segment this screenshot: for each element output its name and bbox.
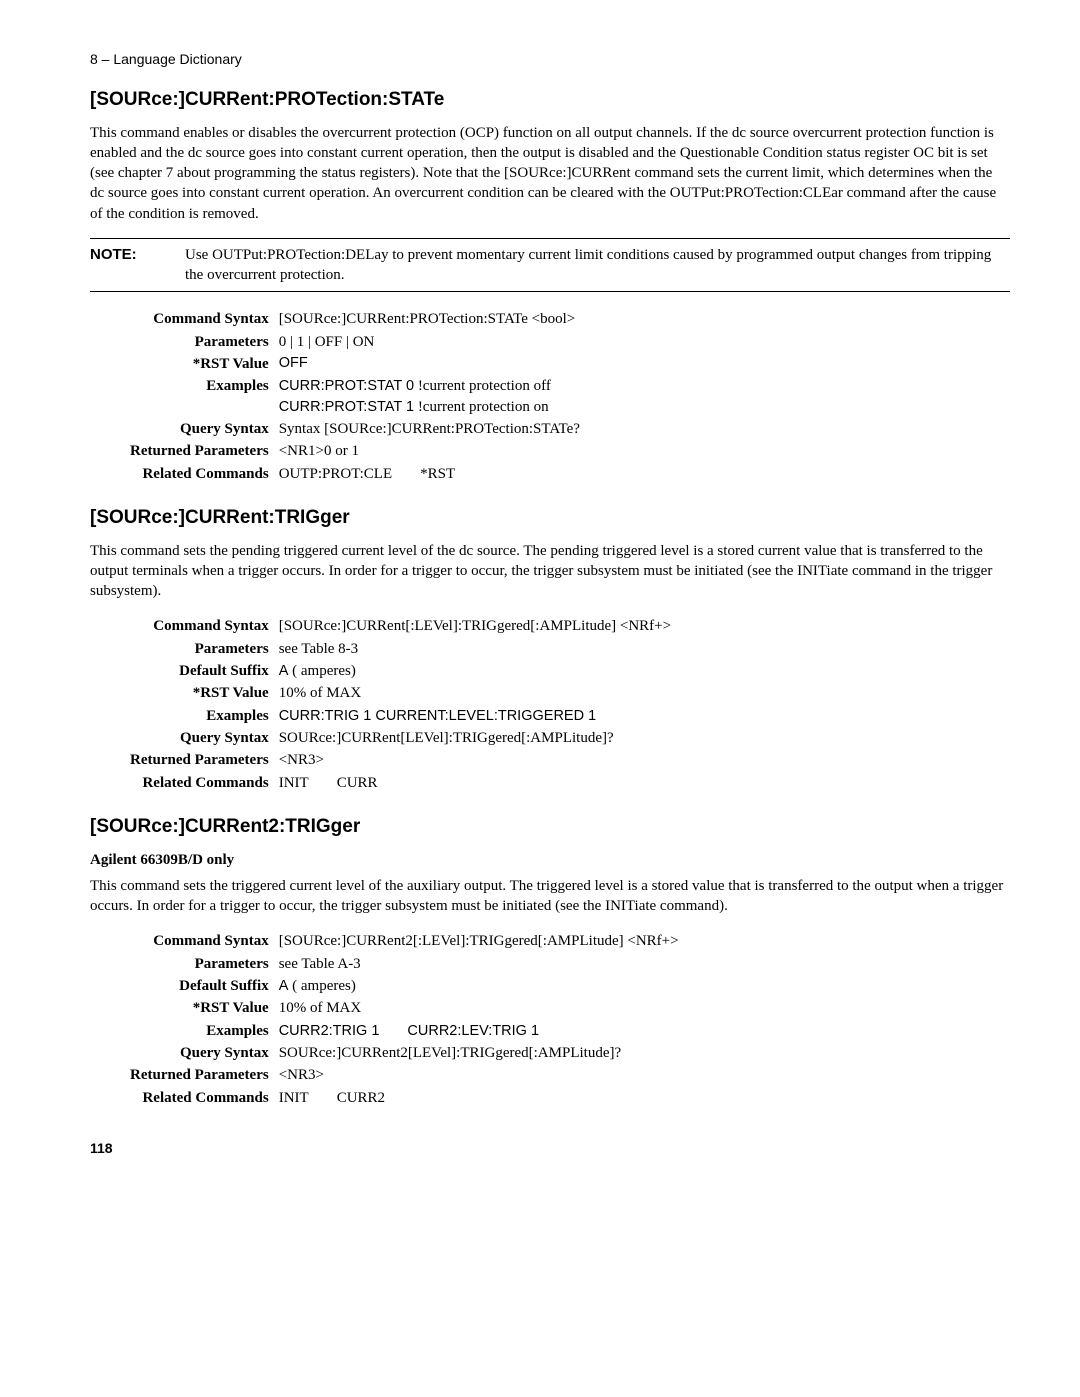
table-row: Command Syntax[SOURce:]CURRent[:LEVel]:T… (130, 615, 671, 637)
table-row: Related CommandsOUTP:PROT:CLE*RST (130, 463, 580, 485)
body-paragraph: This command sets the triggered current … (90, 876, 1010, 917)
row-value: 10% of MAX (279, 682, 671, 704)
row-value: CURR:PROT:STAT 0 !current protection off… (279, 375, 580, 418)
parameter-table: Command Syntax[SOURce:]CURRent[:LEVel]:T… (130, 615, 671, 794)
row-label: Returned Parameters (130, 440, 279, 462)
row-value: A ( amperes) (279, 660, 671, 683)
row-label: Returned Parameters (130, 1064, 279, 1086)
row-label: Parameters (130, 331, 279, 353)
row-value: <NR1>0 or 1 (279, 440, 580, 462)
table-row: Related CommandsINITCURR (130, 772, 671, 794)
table-row: *RST Value10% of MAX (130, 997, 679, 1019)
table-row: *RST ValueOFF (130, 353, 580, 375)
row-label: *RST Value (130, 353, 279, 375)
page-number: 118 (90, 1139, 1010, 1158)
table-row: Command Syntax[SOURce:]CURRent:PROTectio… (130, 308, 580, 330)
table-row: ExamplesCURR:PROT:STAT 0 !current protec… (130, 375, 580, 418)
row-label: Command Syntax (130, 308, 279, 330)
parameter-table: Command Syntax[SOURce:]CURRent2[:LEVel]:… (130, 930, 679, 1109)
row-value: <NR3> (279, 749, 671, 771)
row-value: OFF (279, 353, 580, 375)
row-label: *RST Value (130, 682, 279, 704)
row-value: SOURce:]CURRent[LEVel]:TRIGgered[:AMPLit… (279, 727, 671, 749)
row-label: Default Suffix (130, 975, 279, 998)
row-label: Query Syntax (130, 418, 279, 440)
row-label: Query Syntax (130, 727, 279, 749)
table-row: Query SyntaxSOURce:]CURRent2[LEVel]:TRIG… (130, 1042, 679, 1064)
page-header: 8 – Language Dictionary (90, 50, 1010, 69)
sub-heading: Agilent 66309B/D only (90, 850, 1010, 870)
table-row: Returned Parameters<NR3> (130, 749, 671, 771)
row-value: see Table 8-3 (279, 638, 671, 660)
row-label: Default Suffix (130, 660, 279, 683)
row-label: Returned Parameters (130, 749, 279, 771)
row-value: OUTP:PROT:CLE*RST (279, 463, 580, 485)
row-label: Query Syntax (130, 1042, 279, 1064)
command-title: [SOURce:]CURRent2:TRIGger (90, 814, 1010, 840)
row-label: Command Syntax (130, 615, 279, 637)
table-row: ExamplesCURR2:TRIG 1CURR2:LEV:TRIG 1 (130, 1020, 679, 1043)
row-value: 10% of MAX (279, 997, 679, 1019)
row-value: CURR:TRIG 1 CURRENT:LEVEL:TRIGGERED 1 (279, 705, 671, 728)
row-value: A ( amperes) (279, 975, 679, 998)
table-row: Query SyntaxSOURce:]CURRent[LEVel]:TRIGg… (130, 727, 671, 749)
row-label: Examples (130, 1020, 279, 1043)
parameter-table: Command Syntax[SOURce:]CURRent:PROTectio… (130, 308, 580, 485)
page-content: [SOURce:]CURRent:PROTection:STATe This co… (90, 87, 1010, 1109)
row-label: Related Commands (130, 1087, 279, 1109)
table-row: Parameters0 | 1 | OFF | ON (130, 331, 580, 353)
note-label: NOTE: (90, 245, 185, 286)
row-label: Parameters (130, 638, 279, 660)
table-row: Command Syntax[SOURce:]CURRent2[:LEVel]:… (130, 930, 679, 952)
row-label: Examples (130, 375, 279, 418)
row-label: Related Commands (130, 463, 279, 485)
table-row: Parameterssee Table 8-3 (130, 638, 671, 660)
row-value: SOURce:]CURRent2[LEVel]:TRIGgered[:AMPLi… (279, 1042, 679, 1064)
row-label: Parameters (130, 953, 279, 975)
row-label: Examples (130, 705, 279, 728)
table-row: *RST Value10% of MAX (130, 682, 671, 704)
table-row: Returned Parameters<NR1>0 or 1 (130, 440, 580, 462)
command-title: [SOURce:]CURRent:TRIGger (90, 505, 1010, 531)
note-text: Use OUTPut:PROTection:DELay to prevent m… (185, 245, 1010, 286)
body-paragraph: This command sets the pending triggered … (90, 541, 1010, 602)
row-value: [SOURce:]CURRent2[:LEVel]:TRIGgered[:AMP… (279, 930, 679, 952)
row-value: [SOURce:]CURRent[:LEVel]:TRIGgered[:AMPL… (279, 615, 671, 637)
row-value: 0 | 1 | OFF | ON (279, 331, 580, 353)
body-paragraph: This command enables or disables the ove… (90, 123, 1010, 224)
row-label: Command Syntax (130, 930, 279, 952)
command-title: [SOURce:]CURRent:PROTection:STATe (90, 87, 1010, 113)
table-row: Parameterssee Table A-3 (130, 953, 679, 975)
row-label: *RST Value (130, 997, 279, 1019)
row-value: Syntax [SOURce:]CURRent:PROTection:STATe… (279, 418, 580, 440)
row-label: Related Commands (130, 772, 279, 794)
table-row: Related CommandsINITCURR2 (130, 1087, 679, 1109)
row-value: [SOURce:]CURRent:PROTection:STATe <bool> (279, 308, 580, 330)
table-row: Default SuffixA ( amperes) (130, 975, 679, 998)
row-value: <NR3> (279, 1064, 679, 1086)
row-value: INITCURR (279, 772, 671, 794)
row-value: CURR2:TRIG 1CURR2:LEV:TRIG 1 (279, 1020, 679, 1043)
table-row: Query SyntaxSyntax [SOURce:]CURRent:PROT… (130, 418, 580, 440)
table-row: Returned Parameters<NR3> (130, 1064, 679, 1086)
note-block: NOTE:Use OUTPut:PROTection:DELay to prev… (90, 238, 1010, 293)
table-row: Default SuffixA ( amperes) (130, 660, 671, 683)
table-row: ExamplesCURR:TRIG 1 CURRENT:LEVEL:TRIGGE… (130, 705, 671, 728)
row-value: see Table A-3 (279, 953, 679, 975)
row-value: INITCURR2 (279, 1087, 679, 1109)
